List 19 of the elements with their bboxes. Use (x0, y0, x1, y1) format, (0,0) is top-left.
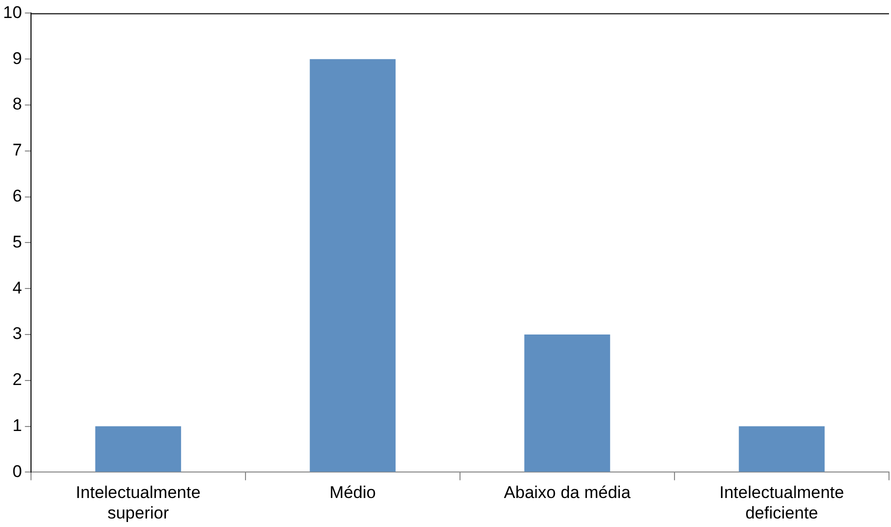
x-tick-label: Médio (330, 483, 376, 502)
y-tick-label: 1 (12, 416, 22, 435)
bar (310, 59, 396, 472)
bar (95, 426, 182, 472)
y-tick-label: 10 (2, 2, 22, 22)
y-tick-label: 8 (12, 94, 22, 114)
bar (524, 334, 610, 472)
x-tick-label: Abaixo da média (504, 483, 632, 502)
x-tick-label: Intelectualmente deficiente (719, 483, 844, 522)
y-tick-label: 9 (12, 48, 22, 68)
y-tick-label: 2 (12, 370, 22, 390)
bar (738, 426, 825, 472)
y-tick-label: 5 (12, 232, 22, 252)
y-tick-label: 0 (12, 462, 22, 481)
y-tick-label: 7 (12, 140, 22, 160)
y-tick-label: 6 (12, 186, 22, 206)
y-tick-label: 3 (12, 324, 22, 344)
x-tick-label: Intelectualmente superior (76, 483, 201, 522)
y-tick-label: 4 (12, 278, 22, 298)
